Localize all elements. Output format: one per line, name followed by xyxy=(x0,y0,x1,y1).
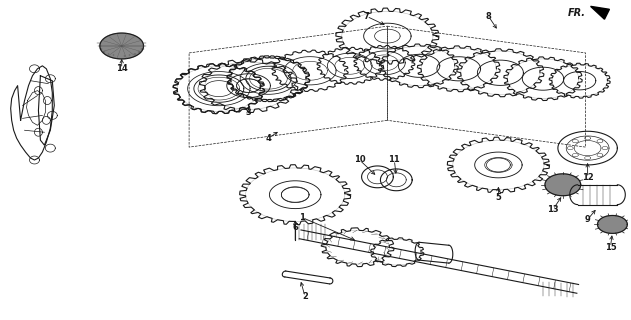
Text: 1: 1 xyxy=(299,213,305,222)
Text: 3: 3 xyxy=(245,108,252,117)
Polygon shape xyxy=(100,33,143,59)
Polygon shape xyxy=(598,215,627,233)
Text: 2: 2 xyxy=(302,292,308,301)
Polygon shape xyxy=(591,6,610,19)
Text: 10: 10 xyxy=(354,156,365,164)
Text: 13: 13 xyxy=(547,205,558,214)
Text: 15: 15 xyxy=(604,243,616,252)
Text: 7: 7 xyxy=(363,12,369,21)
Polygon shape xyxy=(545,174,581,196)
Text: FR.: FR. xyxy=(568,8,586,18)
Text: 12: 12 xyxy=(582,173,594,182)
Text: 14: 14 xyxy=(116,64,127,73)
Text: 9: 9 xyxy=(585,215,591,224)
Text: 5: 5 xyxy=(495,193,502,202)
Text: 6: 6 xyxy=(292,223,298,232)
Text: 4: 4 xyxy=(266,134,271,143)
Text: 8: 8 xyxy=(486,12,492,21)
Text: 11: 11 xyxy=(389,156,400,164)
